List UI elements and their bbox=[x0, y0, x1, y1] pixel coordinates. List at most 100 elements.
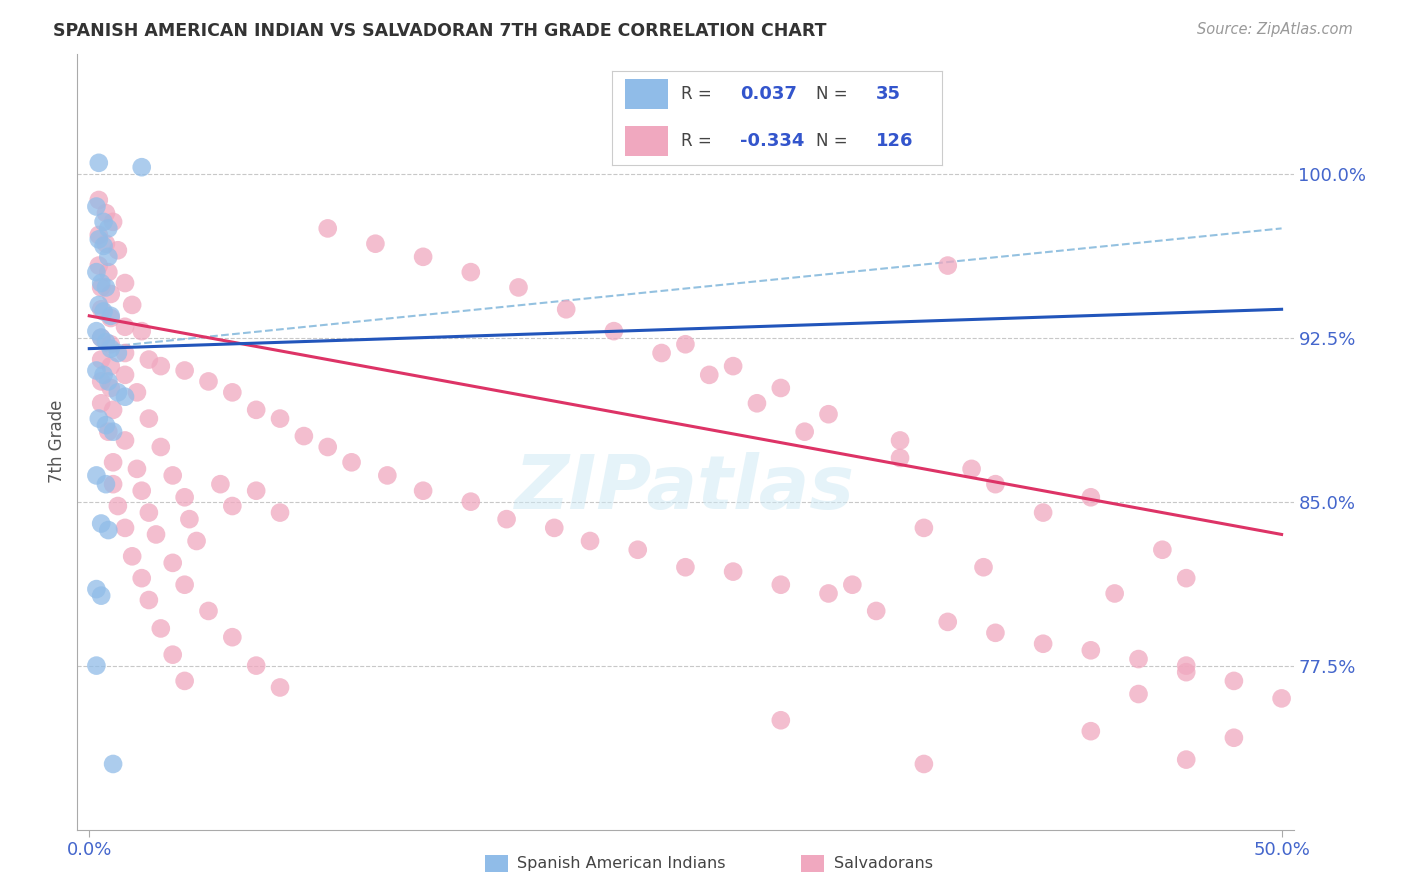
Point bbox=[86, 582, 108, 596]
Point bbox=[1128, 687, 1150, 701]
Point bbox=[149, 440, 172, 454]
Point bbox=[197, 375, 219, 389]
Point bbox=[101, 402, 124, 417]
Point bbox=[94, 418, 117, 433]
Point bbox=[107, 346, 129, 360]
Point bbox=[221, 499, 243, 513]
Point bbox=[107, 244, 129, 258]
Point bbox=[100, 359, 122, 373]
Point bbox=[94, 334, 117, 349]
Point bbox=[94, 236, 117, 251]
Point bbox=[114, 434, 136, 448]
Point bbox=[114, 521, 136, 535]
Text: N =: N = bbox=[817, 85, 848, 103]
Point bbox=[86, 658, 108, 673]
Point bbox=[100, 337, 122, 351]
Point bbox=[245, 483, 267, 498]
Point bbox=[97, 250, 120, 264]
Point bbox=[865, 604, 887, 618]
Point bbox=[90, 276, 112, 290]
Point bbox=[412, 483, 434, 498]
Point bbox=[793, 425, 815, 439]
Point bbox=[87, 232, 110, 246]
Point bbox=[100, 342, 122, 356]
Point bbox=[86, 324, 108, 338]
Text: Source: ZipAtlas.com: Source: ZipAtlas.com bbox=[1197, 22, 1353, 37]
Point bbox=[364, 236, 387, 251]
Point bbox=[114, 319, 136, 334]
Point bbox=[121, 298, 143, 312]
Point bbox=[245, 658, 267, 673]
Point bbox=[973, 560, 995, 574]
Point bbox=[675, 560, 697, 574]
Point bbox=[93, 239, 115, 253]
Point bbox=[984, 477, 1007, 491]
Point bbox=[97, 425, 120, 439]
Point bbox=[90, 331, 112, 345]
Point bbox=[721, 359, 744, 373]
Point bbox=[93, 215, 115, 229]
Point bbox=[1271, 691, 1294, 706]
Point bbox=[1175, 658, 1198, 673]
Point bbox=[101, 477, 124, 491]
Point bbox=[131, 160, 153, 174]
Point bbox=[912, 521, 935, 535]
Point bbox=[131, 324, 153, 338]
Point bbox=[1032, 637, 1054, 651]
Point bbox=[269, 411, 291, 425]
Point bbox=[316, 440, 339, 454]
Point bbox=[627, 542, 650, 557]
Point bbox=[145, 527, 167, 541]
Point bbox=[1080, 490, 1102, 504]
Point bbox=[149, 622, 172, 636]
Point bbox=[97, 221, 120, 235]
Point bbox=[460, 494, 482, 508]
Point bbox=[936, 259, 959, 273]
Point bbox=[138, 411, 160, 425]
Point bbox=[173, 578, 195, 592]
Point bbox=[769, 381, 792, 395]
Point bbox=[221, 385, 243, 400]
Point bbox=[984, 625, 1007, 640]
Point bbox=[131, 571, 153, 585]
Point bbox=[94, 206, 117, 220]
Point bbox=[94, 280, 117, 294]
Point bbox=[495, 512, 517, 526]
Point bbox=[87, 227, 110, 242]
Point bbox=[173, 490, 195, 504]
Point bbox=[97, 523, 120, 537]
Point bbox=[1152, 542, 1174, 557]
Point bbox=[960, 462, 983, 476]
Point bbox=[769, 713, 792, 727]
Point bbox=[138, 593, 160, 607]
Point bbox=[912, 756, 935, 771]
Text: N =: N = bbox=[817, 132, 848, 150]
Point bbox=[675, 337, 697, 351]
Point bbox=[87, 156, 110, 170]
Point bbox=[412, 250, 434, 264]
Point bbox=[149, 359, 172, 373]
Point bbox=[841, 578, 863, 592]
Point bbox=[86, 200, 108, 214]
Point bbox=[90, 396, 112, 410]
Point bbox=[1104, 586, 1126, 600]
Point bbox=[114, 346, 136, 360]
Text: Spanish American Indians: Spanish American Indians bbox=[517, 856, 725, 871]
Point bbox=[936, 615, 959, 629]
Point bbox=[162, 648, 184, 662]
Point bbox=[131, 483, 153, 498]
Point bbox=[769, 578, 792, 592]
Text: R =: R = bbox=[681, 85, 711, 103]
Point bbox=[269, 506, 291, 520]
Point bbox=[1175, 571, 1198, 585]
Point bbox=[508, 280, 530, 294]
Point bbox=[138, 352, 160, 367]
Point bbox=[1175, 753, 1198, 767]
Point bbox=[1080, 724, 1102, 739]
Text: R =: R = bbox=[681, 132, 711, 150]
Point bbox=[86, 468, 108, 483]
Point bbox=[114, 368, 136, 382]
Point bbox=[87, 411, 110, 425]
Point bbox=[114, 390, 136, 404]
Point bbox=[1032, 506, 1054, 520]
